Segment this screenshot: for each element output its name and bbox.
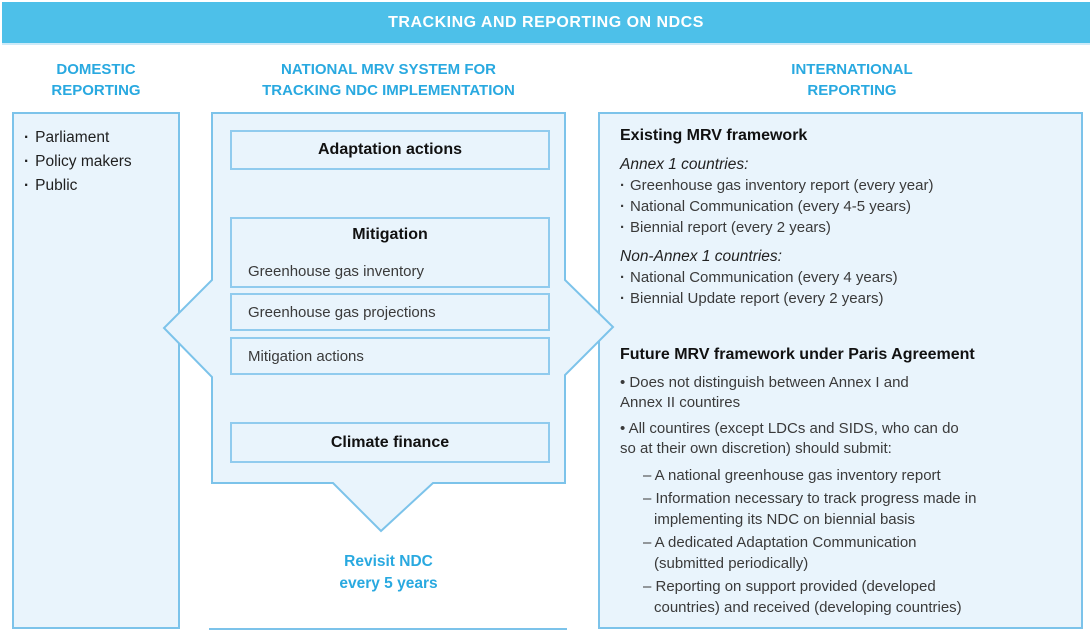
list-item: Biennial Update report (every 2 years)	[620, 288, 1069, 309]
revisit-ndc-note: Revisit NDC every 5 years	[339, 553, 438, 592]
non-annex1-countries-label: Non-Annex 1 countries:	[620, 248, 782, 265]
diagram-title: TRACKING AND REPORTING ON NDCS	[388, 13, 704, 31]
mitigation-row-ghg-projections: Greenhouse gas projections	[248, 303, 436, 321]
mitigation-row-mitigation-actions: Mitigation actions	[248, 347, 364, 365]
domestic-reporting-panel: Parliament Policy makers Public	[12, 112, 180, 629]
mitigation-title: Mitigation	[352, 226, 428, 243]
existing-mrv-framework-title: Existing MRV framework	[620, 127, 808, 144]
non-annex1-report-list: National Communication (every 4 years) B…	[620, 267, 1069, 309]
column-header-domestic-reporting: DOMESTIC REPORTING	[51, 61, 141, 99]
list-item: – A national greenhouse gas inventory re…	[643, 467, 941, 484]
future-mrv-framework-title: Future MRV framework under Paris Agreeme…	[620, 346, 975, 363]
future-bullet-annex-distinction: • Does not distinguish between Annex I a…	[620, 374, 909, 411]
column-header-national-mrv-system: NATIONAL MRV SYSTEM FOR TRACKING NDC IMP…	[262, 61, 515, 99]
list-item: – Reporting on support provided (develop…	[643, 578, 962, 616]
mitigation-row-ghg-projections-box: Greenhouse gas projections	[230, 293, 550, 331]
climate-finance-box: Climate finance	[230, 422, 550, 463]
climate-finance-label: Climate finance	[330, 433, 450, 451]
future-bullet-all-countries-submit: • All countires (except LDCs and SIDS, w…	[620, 420, 959, 457]
adaptation-actions-label: Adaptation actions	[317, 141, 462, 158]
title-banner: TRACKING AND REPORTING ON NDCS	[2, 2, 1090, 45]
domestic-audience-list: Parliament Policy makers Public	[14, 114, 178, 198]
international-reporting-panel: Existing MRV framework Annex 1 countries…	[598, 112, 1083, 629]
mitigation-row-ghg-inventory: Greenhouse gas inventory	[248, 263, 424, 280]
adaptation-actions-box: Adaptation actions	[230, 130, 550, 170]
mitigation-box: Mitigation Greenhouse gas inventory	[230, 217, 550, 288]
list-item: Policy makers	[24, 150, 174, 174]
list-item: Greenhouse gas inventory report (every y…	[620, 175, 1069, 196]
annex1-report-list: Greenhouse gas inventory report (every y…	[620, 175, 1069, 238]
column-header-international-reporting: INTERNATIONAL REPORTING	[791, 61, 913, 99]
list-item: Public	[24, 174, 174, 198]
list-item: Parliament	[24, 126, 174, 150]
list-item: – Information necessary to track progres…	[643, 490, 977, 528]
mitigation-row-mitigation-actions-box: Mitigation actions	[230, 337, 550, 375]
list-item: Biennial report (every 2 years)	[620, 217, 1069, 238]
future-submission-list: – A national greenhouse gas inventory re…	[620, 465, 1069, 618]
list-item: National Communication (every 4-5 years)	[620, 196, 1069, 217]
list-item: National Communication (every 4 years)	[620, 267, 1069, 288]
list-item: – A dedicated Adaptation Communication (…	[643, 534, 917, 572]
annex1-countries-label: Annex 1 countries:	[620, 156, 749, 173]
next-cycle-box-cutoff	[209, 628, 567, 637]
